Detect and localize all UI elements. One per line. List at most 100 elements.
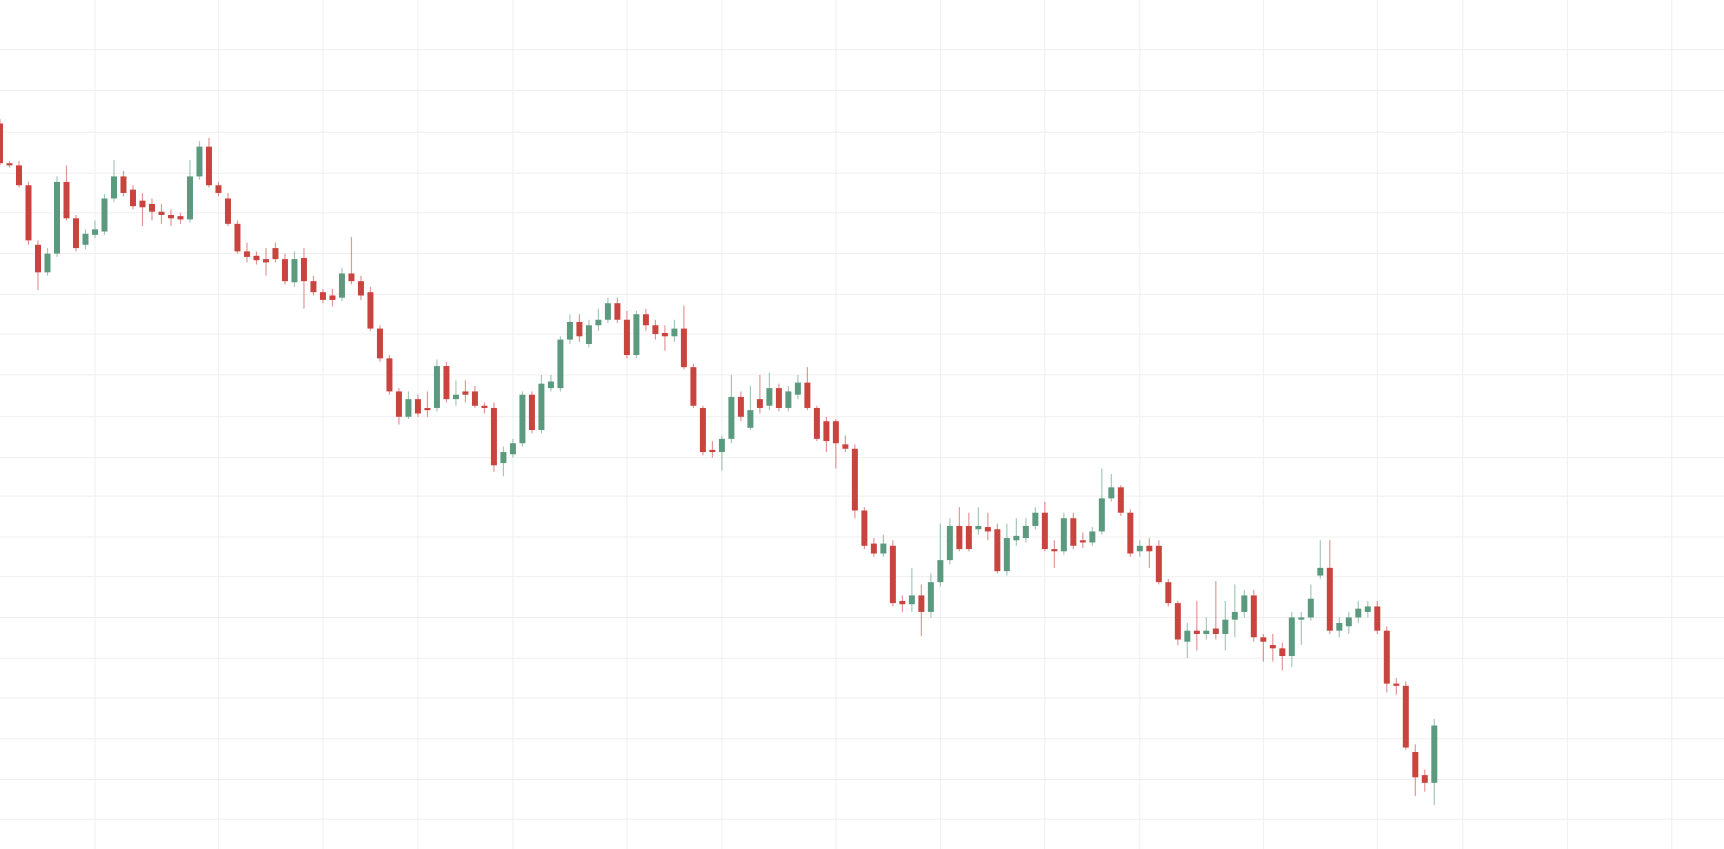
candle-body — [1364, 606, 1371, 612]
candle-body — [585, 325, 592, 345]
candle-body — [1250, 595, 1257, 638]
candle-body — [44, 253, 51, 273]
candle-body — [224, 198, 231, 224]
candle-body — [1079, 540, 1086, 543]
candle-body — [1203, 630, 1210, 634]
candle-body — [946, 525, 953, 561]
candle-body — [1155, 545, 1162, 583]
candle-body — [737, 396, 744, 417]
candle-body — [699, 407, 706, 453]
candle-body — [690, 367, 697, 406]
candle-body — [405, 399, 412, 417]
candle-body — [281, 259, 288, 282]
candle-body — [965, 525, 972, 550]
candle-body — [91, 229, 98, 235]
candle-body — [395, 391, 402, 417]
candle-body — [1431, 725, 1438, 783]
candle-body — [1345, 617, 1352, 627]
candle-body — [623, 319, 630, 356]
candle-body — [82, 233, 89, 245]
candle-body — [661, 332, 668, 337]
candle-body — [1307, 598, 1314, 618]
candle-body — [785, 391, 792, 408]
candle-body — [1231, 611, 1238, 620]
candle-body — [319, 292, 326, 300]
candle-body — [424, 407, 431, 411]
candle-body — [177, 216, 184, 220]
candle-body — [880, 543, 887, 554]
candle-body — [452, 394, 459, 400]
candle-body — [367, 292, 374, 329]
candle-body — [1260, 637, 1267, 642]
candle-body — [196, 146, 203, 177]
candle-body — [1326, 567, 1333, 631]
candle-body — [234, 223, 241, 252]
candle-body — [1098, 498, 1105, 532]
candle-body — [262, 259, 269, 263]
candle-body — [633, 314, 640, 356]
candle-body — [186, 176, 193, 220]
candle-body — [1146, 545, 1153, 552]
candle-body — [718, 438, 725, 453]
candle-body — [167, 215, 174, 219]
candle-body — [671, 328, 678, 337]
candle-body — [1184, 630, 1191, 642]
candle-body — [1212, 628, 1219, 634]
candle-body — [53, 181, 60, 254]
candle-body — [1013, 535, 1020, 541]
candle-body — [148, 203, 155, 212]
candle-body — [528, 394, 535, 431]
candle-body — [215, 185, 222, 193]
candle-body — [101, 198, 108, 232]
candle-body — [1383, 630, 1390, 684]
candle-body — [1374, 606, 1381, 631]
candle-body — [1127, 512, 1134, 554]
candle-body — [851, 448, 858, 511]
candle-body — [1089, 531, 1096, 543]
candle-body — [813, 407, 820, 439]
candle-body — [984, 527, 991, 532]
candle-body — [357, 281, 364, 296]
candle-body — [1317, 567, 1324, 576]
candle-body — [775, 388, 782, 408]
candle-body — [481, 405, 488, 408]
candle-body — [509, 443, 516, 455]
candle-body — [490, 407, 497, 466]
candle-body — [1032, 512, 1039, 526]
candle-body — [595, 319, 602, 326]
candle-body — [652, 325, 659, 335]
candle-body — [538, 383, 545, 431]
candle-body — [680, 328, 687, 368]
candle-body — [1222, 619, 1229, 634]
candle-body — [1174, 603, 1181, 640]
candle-body — [1393, 683, 1400, 686]
candle-body — [386, 358, 393, 392]
candle-body — [471, 391, 478, 406]
candle-body — [1279, 648, 1286, 657]
candle-body — [1041, 512, 1048, 550]
candle-body — [1117, 487, 1124, 513]
candle-body — [63, 181, 70, 219]
candle-body — [300, 258, 307, 282]
candle-body — [937, 560, 944, 583]
candle-body — [1412, 751, 1419, 778]
candle-body — [794, 382, 801, 395]
candle-body — [1136, 545, 1143, 552]
candle-body — [1269, 645, 1276, 649]
candle-body — [566, 321, 573, 340]
candle-body — [205, 146, 212, 186]
candle-body — [1336, 622, 1343, 631]
candle-body — [414, 399, 421, 414]
candle-body — [129, 189, 136, 207]
candle-body — [338, 273, 345, 298]
candle-body — [804, 382, 811, 408]
candle-body — [870, 543, 877, 554]
candle-body — [6, 163, 13, 166]
candle-body — [110, 176, 117, 199]
candle-body — [547, 381, 554, 389]
candle-body — [1022, 525, 1029, 539]
candle-body — [576, 321, 583, 337]
candle-body — [72, 218, 79, 249]
candle-body — [0, 123, 3, 164]
